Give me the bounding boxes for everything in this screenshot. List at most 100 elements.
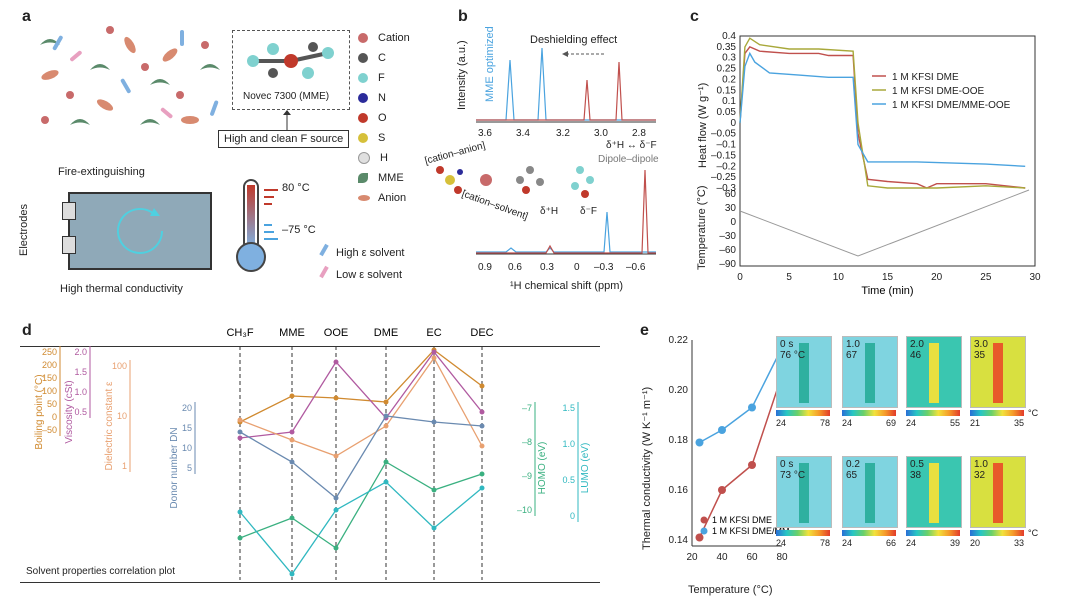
e-point	[695, 438, 704, 447]
molecule-label: Novec 7300 (MME)	[243, 91, 330, 102]
c-xtick: 20	[931, 272, 943, 283]
c-ytick-top: –0.2	[717, 161, 737, 172]
d-axis-tick: 0.5	[74, 407, 87, 417]
d-series-line	[239, 349, 483, 423]
d-axis-tick: 100	[42, 386, 57, 396]
e-legend-marker	[700, 516, 708, 524]
d-solvent-label: DME	[374, 327, 398, 339]
legend-a-label: O	[378, 112, 387, 124]
e-legend-label: 1 M KFSI DME/MME-OOE	[712, 526, 790, 536]
legend-a-label: MME	[378, 172, 404, 184]
d-point	[289, 429, 295, 435]
colorbar-tick: 55	[950, 418, 961, 428]
d-point	[383, 479, 389, 485]
d-point	[479, 409, 485, 415]
thermal-image-label: 1.0 67	[846, 339, 860, 361]
b-xlabel: ¹H chemical shift (ppm)	[510, 280, 624, 292]
c-series-line	[739, 37, 1026, 189]
d-axis-tick: 10	[117, 411, 127, 421]
legend-a-label: Anion	[378, 192, 407, 204]
colorbar-tick: 24	[906, 418, 917, 428]
b-df: δ⁻F	[580, 206, 597, 217]
legend-a-swatch	[358, 152, 370, 164]
b-bot-tick: 0.3	[540, 262, 554, 273]
colorbar	[906, 530, 960, 536]
high-eps-label: High ε solvent	[336, 247, 405, 259]
c-ytick-top: –0.15	[711, 150, 736, 161]
low-eps-swatch	[319, 265, 329, 279]
colorbar-tick: 20	[970, 538, 981, 548]
e-ytick: 0.22	[669, 335, 689, 346]
c-legend-label: 1 M KFSI DME-OOE	[892, 86, 985, 97]
fire-label: Fire-extinguishing	[58, 166, 145, 178]
legend-a-swatch	[358, 93, 368, 103]
thermal-image-label: 2.0 46	[910, 339, 924, 361]
e-point	[695, 533, 704, 542]
colorbar-tick: 78	[820, 538, 831, 548]
d-axis-tick: –10	[517, 505, 532, 515]
c-ytick-top: 0.3	[722, 53, 736, 64]
d-point	[237, 509, 243, 515]
d-axis-tick: 50	[47, 399, 57, 409]
d-axis-tick: 250	[42, 347, 57, 357]
e-ytick: 0.16	[669, 485, 689, 496]
c-ytick-top: 0.25	[717, 64, 737, 75]
d-solvent-label: MME	[279, 327, 305, 339]
c-ytick-bottom: 60	[725, 189, 737, 200]
nmr-top-plot: 3.6 3.4 3.2 3.0 2.8	[476, 47, 656, 139]
colorbar-tick: 33	[1014, 538, 1025, 548]
b-dipole: Dipole–dipole	[598, 154, 659, 165]
d-caption: Solvent properties correlation plot	[26, 566, 175, 577]
colorbar	[776, 530, 830, 536]
e-series-line	[699, 347, 783, 444]
e-point	[718, 426, 726, 434]
colorbar-tick: 69	[886, 418, 897, 428]
d-series-line	[239, 350, 483, 439]
d-point	[431, 355, 437, 361]
d-axis-title: Boiling point (°C)	[34, 374, 45, 449]
arrow-up-icon	[283, 110, 291, 130]
legend-a-row: N	[358, 88, 463, 108]
d-axis-tick: 1.0	[562, 439, 575, 449]
legend-a-row: S	[358, 128, 463, 148]
thermal-image: 0 s 76 °C	[776, 336, 832, 408]
f-source-box: High and clean F source	[218, 130, 350, 148]
thermal-stripe	[799, 463, 809, 523]
b-top-tick: 3.2	[556, 128, 570, 139]
e-series-line	[698, 374, 783, 538]
legend-a-label: H	[380, 152, 388, 164]
thermal-stripe	[799, 343, 809, 403]
colorbar-unit: °C	[1028, 408, 1039, 418]
thermal-image-label: 1.0 32	[974, 459, 988, 481]
d-series-line	[239, 481, 483, 576]
thermal-label: High thermal conductivity	[60, 283, 183, 295]
colorbar-tick: 24	[842, 418, 853, 428]
legend-a-swatch	[358, 173, 368, 183]
d-point	[383, 413, 389, 419]
d-point	[333, 395, 339, 401]
electrode-tab	[62, 236, 76, 254]
d-axis-tick: 200	[42, 360, 57, 370]
c-ytick-top: 0.05	[717, 107, 737, 118]
thermal-stripe	[865, 343, 875, 403]
b-ylabel: Intensity (a.u.)	[456, 40, 468, 110]
d-axis-title: Donor number DN	[169, 427, 180, 508]
mme-molecule-icon	[247, 42, 334, 79]
d-axis-title: Viscosity (cSt)	[64, 380, 75, 443]
panel-a-letter: a	[22, 8, 31, 25]
c-ytick-top: 0.35	[717, 42, 737, 53]
c-ytick-bottom: 0	[730, 217, 736, 228]
d-point	[237, 429, 243, 435]
d-point	[289, 437, 295, 443]
thermal-image: 3.0 35	[970, 336, 1026, 408]
d-axis-tick: 0	[52, 412, 57, 422]
c-ytick-top: –0.05	[711, 129, 736, 140]
thermometer-icon	[236, 179, 266, 272]
d-point	[333, 545, 339, 551]
c-ytick-top: –0.3	[717, 183, 737, 194]
legend-a: Cation C F N O S H MME Anion	[358, 28, 463, 208]
e-ytick: 0.14	[669, 535, 689, 546]
colorbar-tick: 21	[970, 418, 981, 428]
d-axis-tick: 100	[112, 361, 127, 371]
d-axis-tick: 10	[182, 443, 192, 453]
